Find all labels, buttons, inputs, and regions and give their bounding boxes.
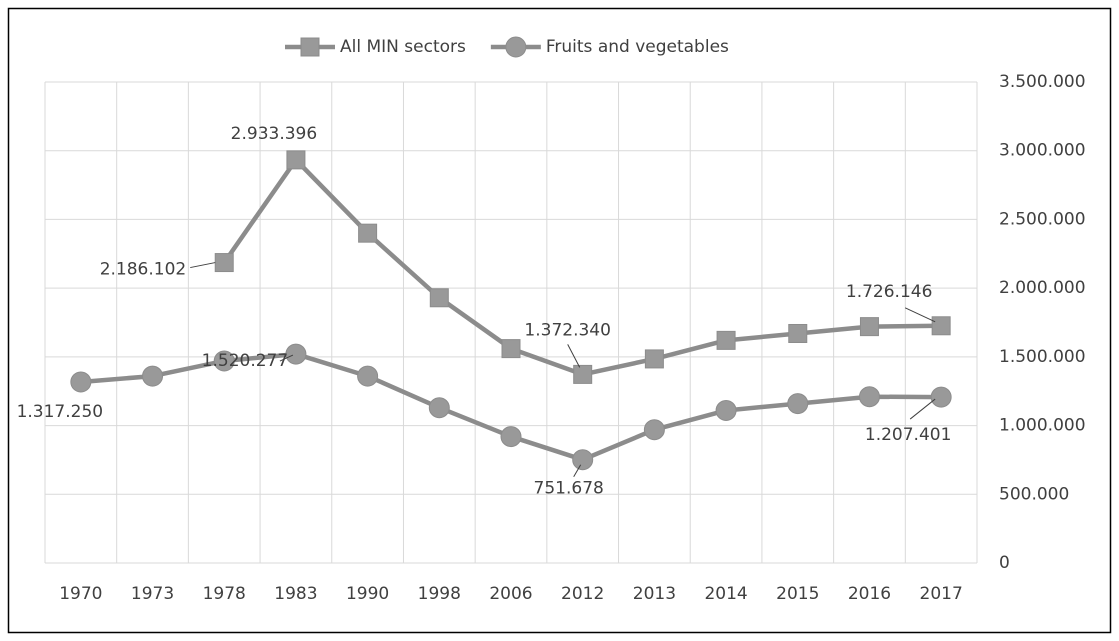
x-tick-label: 1990	[346, 584, 389, 604]
data-label: 751.678	[534, 479, 604, 499]
marker	[643, 419, 665, 441]
x-tick-label: 1970	[59, 584, 102, 604]
leader-line	[279, 354, 294, 362]
legend-label: All MIN sectors	[340, 37, 466, 57]
marker	[572, 449, 594, 471]
marker	[428, 397, 450, 419]
marker	[788, 323, 808, 343]
leader-line	[190, 262, 216, 269]
x-tick-label: 2013	[633, 584, 676, 604]
marker	[286, 150, 306, 170]
y-tick-label: 3.500.000	[999, 72, 1086, 92]
x-tick-label: 1998	[418, 584, 461, 604]
series: 1.317.250 1.520.277 751.678 1.207.401	[17, 343, 952, 499]
legend-label: Fruits and vegetables	[546, 37, 729, 57]
data-label: 2.186.102	[100, 260, 187, 280]
x-tick-label: 1978	[203, 584, 246, 604]
y-tick-label: 1.000.000	[999, 416, 1086, 436]
marker	[142, 365, 164, 387]
marker	[70, 371, 92, 393]
series: 2.186.102 2.933.396 1.372.340 1.726.146	[100, 124, 951, 384]
marker	[931, 316, 951, 336]
marker	[859, 317, 879, 337]
data-label: 2.933.396	[231, 124, 318, 144]
data-label: 1.317.250	[17, 402, 104, 422]
marker	[644, 349, 664, 369]
leader-line	[567, 344, 581, 368]
y-tick-label: 1.500.000	[999, 347, 1086, 367]
x-tick-label: 1983	[274, 584, 317, 604]
y-tick-label: 2.000.000	[999, 278, 1086, 298]
marker	[300, 37, 320, 57]
y-tick-label: 500.000	[999, 484, 1069, 504]
marker	[858, 386, 880, 408]
leader-line	[904, 307, 936, 323]
data-label: 1.207.401	[865, 425, 952, 445]
marker	[358, 223, 378, 243]
marker	[285, 343, 307, 365]
data-label: 1.520.277	[202, 351, 289, 371]
leader-line	[909, 398, 936, 420]
y-tick-label: 0	[999, 553, 1010, 573]
x-tick-label: 1973	[131, 584, 174, 604]
x-tick-label: 2015	[776, 584, 819, 604]
marker	[214, 253, 234, 273]
marker	[930, 386, 952, 408]
data-label: 1.372.340	[524, 320, 611, 340]
x-tick-label: 2016	[848, 584, 891, 604]
marker	[573, 364, 593, 384]
marker	[716, 330, 736, 350]
x-tick-label: 2014	[704, 584, 747, 604]
marker	[213, 350, 235, 372]
y-tick-label: 2.500.000	[999, 209, 1086, 229]
marker	[357, 365, 379, 387]
legend: All MIN sectors Fruits and vegetables	[285, 36, 729, 58]
chart-frame	[7, 7, 1112, 634]
marker	[787, 393, 809, 415]
marker	[429, 288, 449, 308]
marker	[715, 399, 737, 421]
x-tick-label: 2006	[489, 584, 532, 604]
x-tick-label: 2017	[920, 584, 963, 604]
data-label: 1.726.146	[846, 282, 933, 302]
leader-line	[573, 464, 582, 477]
y-tick-label: 3.000.000	[999, 141, 1086, 161]
marker	[505, 36, 527, 58]
marker	[501, 339, 521, 359]
marker	[500, 426, 522, 448]
x-tick-label: 2012	[561, 584, 604, 604]
